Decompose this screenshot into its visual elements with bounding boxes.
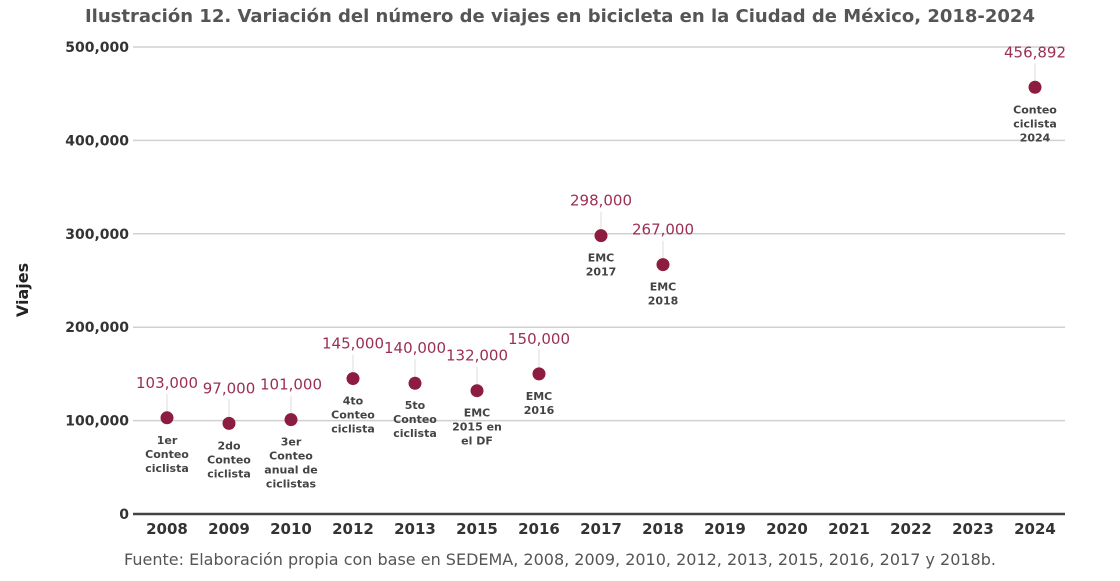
chart-source: Fuente: Elaboración propia con base en S… (124, 550, 996, 569)
point-annotation: EMC (464, 407, 491, 420)
point-annotation: ciclistas (266, 478, 317, 491)
point-annotation: 5to (405, 399, 426, 412)
x-tick-label: 2024 (1014, 520, 1056, 538)
data-point (160, 411, 174, 425)
data-point (594, 229, 608, 243)
point-annotation: Conteo (207, 453, 251, 466)
point-annotation: ciclista (207, 467, 251, 480)
data-point (284, 413, 298, 427)
x-tick-label: 2018 (642, 520, 684, 538)
x-tick-label: 2010 (270, 520, 312, 538)
x-tick-label: 2017 (580, 520, 622, 538)
x-tick-label: 2021 (828, 520, 870, 538)
point-annotation: EMC (588, 252, 615, 265)
chart-title: Ilustración 12. Variación del número de … (84, 6, 1035, 27)
x-tick-label: 2019 (704, 520, 746, 538)
data-label: 103,000 (136, 374, 198, 392)
y-tick-label: 400,000 (65, 133, 129, 149)
data-label: 456,892 (1004, 43, 1066, 61)
point-annotation: el DF (461, 435, 493, 448)
data-point (222, 416, 236, 430)
x-tick-label: 2009 (208, 520, 250, 538)
y-tick-label: 300,000 (65, 227, 129, 243)
data-label: 101,000 (260, 376, 322, 394)
y-tick-label: 0 (119, 507, 129, 523)
data-label: 145,000 (322, 335, 384, 353)
point-annotation: EMC (650, 281, 677, 294)
point-annotation: Conteo (145, 448, 189, 461)
data-point (470, 384, 484, 398)
point-annotation: 2024 (1020, 131, 1051, 144)
data-point (1028, 80, 1042, 94)
x-tick-label: 2013 (394, 520, 436, 538)
y-tick-label: 100,000 (65, 414, 129, 430)
point-annotation: Conteo (331, 409, 375, 422)
data-label: 267,000 (632, 221, 694, 239)
data-point (656, 258, 670, 272)
data-label: 140,000 (384, 339, 446, 357)
x-tick-label: 2022 (890, 520, 932, 538)
point-annotation: ciclista (393, 427, 437, 440)
point-annotation: Conteo (1013, 103, 1057, 116)
point-annotation: Conteo (269, 450, 313, 463)
data-label: 150,000 (508, 330, 570, 348)
point-annotation: 2016 (524, 404, 555, 417)
point-annotation: ciclista (1013, 117, 1057, 130)
point-annotation: 3er (281, 436, 302, 449)
point-annotation: EMC (526, 390, 553, 403)
data-point (532, 367, 546, 381)
x-tick-label: 2015 (456, 520, 498, 538)
point-annotation: 2do (217, 439, 241, 452)
point-annotation: Conteo (393, 413, 437, 426)
data-point (346, 372, 360, 386)
x-tick-label: 2012 (332, 520, 374, 538)
x-tick-label: 2016 (518, 520, 560, 538)
point-annotation: ciclista (145, 462, 189, 475)
point-annotation: 4to (343, 395, 364, 408)
data-label: 97,000 (203, 379, 256, 397)
data-point (408, 376, 422, 390)
point-annotation: 2017 (586, 266, 617, 279)
point-annotation: 2018 (648, 295, 679, 308)
point-annotation: 1er (157, 434, 178, 447)
point-annotation: 2015 en (452, 421, 502, 434)
x-tick-label: 2008 (146, 520, 188, 538)
x-tick-label: 2020 (766, 520, 808, 538)
data-label: 132,000 (446, 347, 508, 365)
point-annotation: anual de (264, 464, 317, 477)
y-tick-label: 200,000 (65, 320, 129, 336)
y-axis-label: Viajes (13, 263, 32, 317)
y-tick-label: 500,000 (65, 40, 129, 56)
point-annotation: ciclista (331, 423, 375, 436)
x-tick-label: 2023 (952, 520, 994, 538)
data-label: 298,000 (570, 192, 632, 210)
